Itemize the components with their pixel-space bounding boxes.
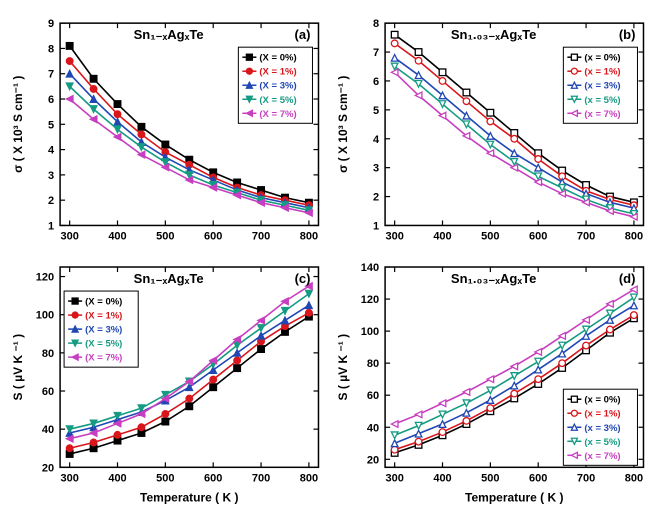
ytick-label: 100 — [36, 309, 54, 321]
xtick-label: 400 — [433, 230, 451, 242]
panel-d: 300 400 500 600 700 800 20 40 60 80 100 120 140 Sn₁.₀… — [333, 259, 654, 507]
ytick-label: 80 — [42, 347, 54, 359]
xtick-label: 500 — [481, 472, 499, 484]
chart-svg-b: 300 400 500 600 700 800 1 2 3 4 5 6 7 8 Sn₁.₀₃₋ₓAgₓTe (… — [333, 8, 654, 255]
ytick-label: 40 — [366, 422, 378, 434]
ytick-label: 20 — [42, 462, 54, 474]
panel-title: Sn₁.₀₃₋ₓAgₓTe — [450, 27, 536, 42]
legend-label: (X = 5%) — [259, 95, 296, 106]
panel-tag: (c) — [295, 271, 311, 286]
xtick-label: 700 — [576, 230, 594, 242]
panel-title: Sn₁.₀₃₋ₓAgₓTe — [450, 271, 535, 286]
legend-label: (X = 0%) — [85, 296, 122, 307]
legend-label: (X = 0%) — [259, 53, 296, 64]
panel-title: Sn₁₋ₓAgₓTe — [134, 27, 204, 42]
ytick-label: 7 — [48, 69, 54, 81]
ytick-label: 80 — [366, 358, 378, 370]
panel-a: 300 400 500 600 700 800 1 2 3 4 5 6 7 8 9 Sn₁₋ₓAgₓTe (a)… — [8, 8, 329, 255]
ytick-label: 60 — [366, 390, 378, 402]
legend-label: (x = 5%) — [584, 95, 620, 106]
ylabel: σ ( X 10³ S cm⁻¹ ) — [11, 76, 25, 173]
ytick-label: 120 — [360, 294, 378, 306]
legend-label: (x = 0%) — [584, 53, 620, 64]
ylabel: S ( µV K ⁻¹ ) — [11, 333, 25, 400]
ytick-label: 100 — [360, 326, 378, 338]
ytick-label: 3 — [372, 163, 378, 175]
ytick-label: 4 — [372, 134, 379, 146]
chart-svg-a: 300 400 500 600 700 800 1 2 3 4 5 6 7 8 9 Sn₁₋ₓAgₓTe (a)… — [8, 8, 329, 255]
xtick-label: 700 — [576, 472, 594, 484]
legend-label: (x = 3%) — [584, 81, 620, 92]
xtick-label: 300 — [60, 472, 78, 484]
xtick-label: 300 — [60, 230, 78, 242]
xtick-label: 300 — [385, 230, 403, 242]
ylabel: S ( µV K ⁻¹ ) — [336, 333, 350, 400]
ytick-label: 2 — [372, 192, 378, 204]
xtick-label: 700 — [252, 230, 270, 242]
ytick-label: 7 — [372, 47, 378, 59]
xtick-label: 400 — [108, 230, 126, 242]
xtick-label: 800 — [300, 230, 318, 242]
xtick-label: 600 — [204, 230, 222, 242]
ytick-label: 3 — [48, 170, 54, 182]
xtick-label: 400 — [108, 472, 126, 484]
ytick-label: 9 — [48, 18, 54, 30]
ytick-label: 6 — [48, 94, 54, 106]
xtick-label: 500 — [156, 472, 174, 484]
panel-tag: (b) — [618, 27, 635, 42]
xtick-label: 500 — [156, 230, 174, 242]
legend-label: (X = 7%) — [85, 352, 122, 363]
ytick-label: 20 — [366, 454, 378, 466]
panel-title: Sn₁₋ₓAgₓTe — [134, 271, 204, 286]
panel-tag: (d) — [618, 271, 635, 286]
ytick-label: 5 — [48, 119, 54, 131]
ytick-label: 5 — [372, 105, 378, 117]
ytick-label: 140 — [360, 262, 378, 274]
ytick-label: 8 — [48, 43, 54, 55]
xtick-label: 600 — [529, 472, 547, 484]
xtick-label: 800 — [624, 472, 642, 484]
ytick-label: 6 — [372, 76, 378, 88]
xtick-label: 700 — [252, 472, 270, 484]
ytick-label: 1 — [48, 220, 54, 232]
ytick-label: 4 — [48, 145, 55, 157]
panel-c: 300 400 500 600 700 800 20 40 60 80 100 120 Sn₁₋ₓAgₓ… — [8, 259, 329, 507]
xtick-label: 800 — [624, 230, 642, 242]
chart-svg-d: 300 400 500 600 700 800 20 40 60 80 100 120 140 Sn₁.₀… — [333, 259, 654, 507]
legend-label: (x = 1%) — [584, 408, 620, 419]
legend-label: (x = 0%) — [584, 394, 620, 405]
legend-label: (x = 3%) — [584, 422, 620, 433]
legend-label: (X = 3%) — [85, 324, 122, 335]
ylabel: σ ( X 10³ S cm⁻¹ ) — [336, 76, 350, 173]
xlabel: Temperature ( K ) — [465, 490, 563, 504]
ytick-label: 60 — [42, 386, 54, 398]
xtick-label: 300 — [385, 472, 403, 484]
xtick-label: 400 — [433, 472, 451, 484]
panel-b: 300 400 500 600 700 800 1 2 3 4 5 6 7 8 Sn₁.₀₃₋ₓAgₓTe (… — [333, 8, 654, 255]
xtick-label: 800 — [300, 472, 318, 484]
legend-label: (X = 1%) — [85, 310, 122, 321]
xtick-label: 500 — [481, 230, 499, 242]
legend-label: (x = 5%) — [584, 436, 620, 447]
xtick-label: 600 — [204, 472, 222, 484]
legend-label: (x = 7%) — [584, 109, 620, 120]
legend-label: (X = 3%) — [259, 81, 296, 92]
chart-grid: 300 400 500 600 700 800 1 2 3 4 5 6 7 8 9 Sn₁₋ₓAgₓTe (a)… — [8, 8, 653, 507]
xtick-label: 600 — [529, 230, 547, 242]
legend-label: (x = 7%) — [584, 450, 620, 461]
legend-label: (X = 7%) — [259, 109, 296, 120]
legend-label: (X = 5%) — [85, 338, 122, 349]
ytick-label: 40 — [42, 424, 54, 436]
legend-label: (x = 1%) — [584, 67, 620, 78]
ytick-label: 1 — [372, 220, 378, 232]
panel-tag: (a) — [295, 27, 311, 42]
ytick-label: 120 — [36, 271, 54, 283]
ytick-label: 8 — [372, 18, 378, 30]
chart-svg-c: 300 400 500 600 700 800 20 40 60 80 100 120 Sn₁₋ₓAgₓ… — [8, 259, 329, 507]
xlabel: Temperature ( K ) — [140, 490, 238, 504]
ytick-label: 2 — [48, 195, 54, 207]
legend-label: (X = 1%) — [259, 67, 296, 78]
